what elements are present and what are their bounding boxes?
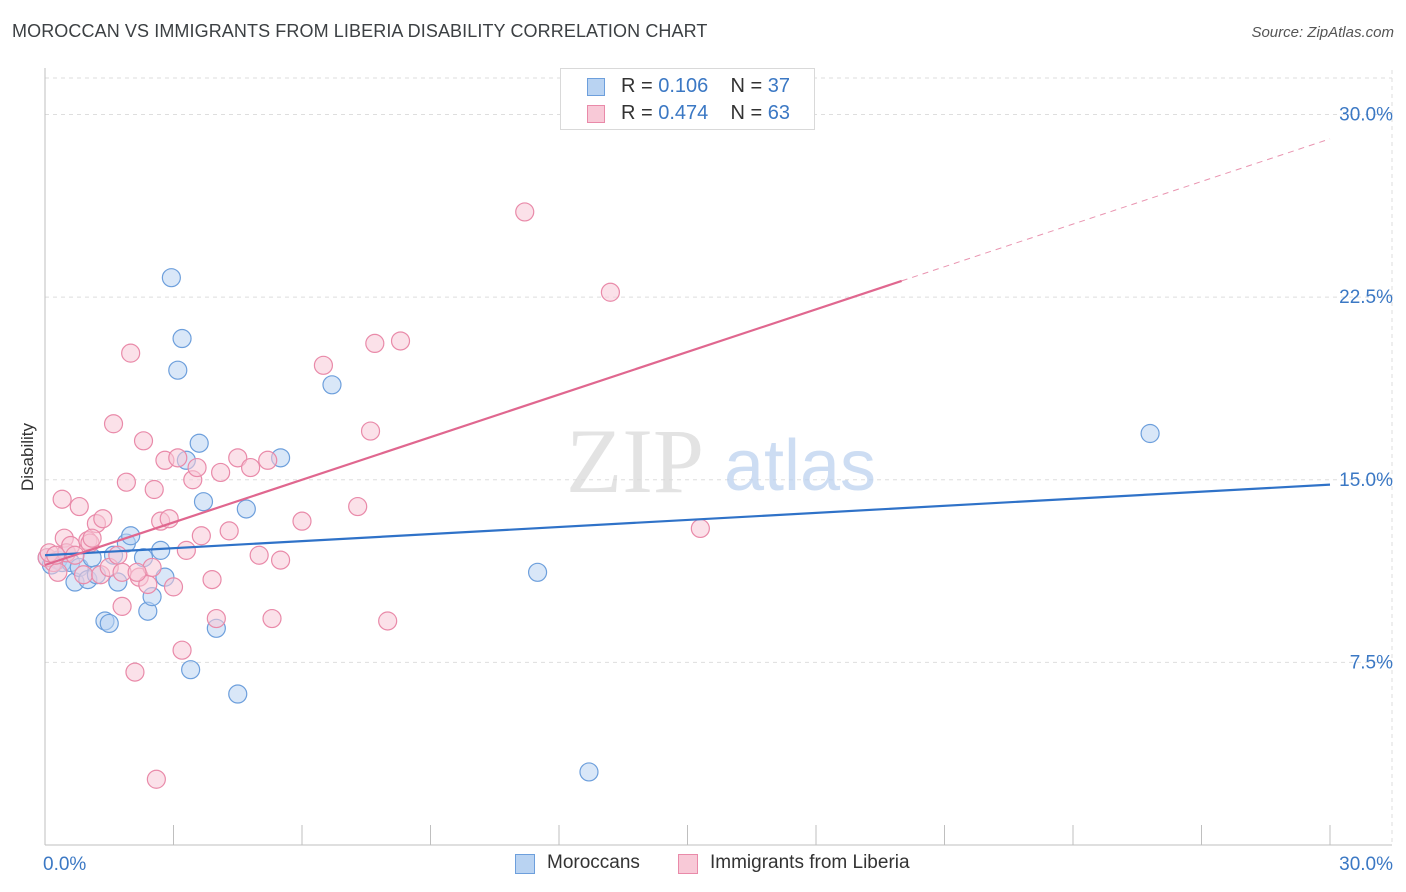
moroccan-point — [181, 660, 201, 680]
liberia-point — [228, 448, 248, 468]
legend-swatch-blue — [515, 854, 535, 874]
y-tick-label: 7.5% — [1350, 652, 1393, 673]
liberia-point — [378, 611, 398, 631]
legend-label-moroccans: Moroccans — [547, 852, 640, 873]
liberia-point — [73, 565, 94, 585]
legend-swatch-blue — [587, 78, 605, 96]
moroccan-point — [1140, 423, 1160, 444]
legend-r-label: R = — [621, 102, 659, 124]
liberia-point — [600, 282, 621, 302]
liberia-point — [146, 769, 166, 789]
moroccan-point — [172, 328, 192, 349]
liberia-point — [176, 540, 196, 560]
liberia-point — [348, 496, 368, 517]
liberia-point — [121, 343, 141, 363]
liberia-point — [93, 509, 113, 529]
axes — [44, 68, 1392, 846]
liberia-point — [515, 202, 535, 222]
liberia-point — [172, 640, 192, 660]
liberia-point — [191, 526, 211, 546]
legend-label-liberia: Immigrants from Liberia — [710, 852, 910, 873]
liberia-point — [249, 545, 269, 565]
moroccan-trend-line — [44, 483, 1331, 557]
watermark-atlas: atlas — [724, 426, 876, 506]
moroccan-point — [161, 268, 181, 288]
watermark-zip: ZIP — [566, 410, 704, 512]
liberia-trend-line — [44, 279, 903, 567]
moroccan-point — [168, 360, 188, 380]
liberia-point — [125, 662, 145, 682]
liberia-point — [241, 457, 261, 478]
chart-title: MOROCCAN VS IMMIGRANTS FROM LIBERIA DISA… — [12, 21, 708, 41]
liberia-point — [292, 511, 312, 531]
legend-swatch-pink — [678, 854, 698, 874]
liberia-point — [82, 528, 102, 548]
y-tick-label: 22.5% — [1339, 287, 1393, 308]
legend-n-label: N = — [730, 102, 768, 124]
liberia-point — [168, 448, 188, 468]
legend-r-value: 0.106 — [658, 75, 709, 97]
grid — [45, 70, 1393, 845]
liberia-point — [202, 569, 222, 590]
liberia-point — [262, 608, 282, 629]
liberia-point — [108, 545, 128, 565]
legend-r-value: 0.474 — [658, 102, 709, 124]
liberia-point — [360, 421, 381, 441]
liberia-point — [270, 550, 291, 570]
legend-swatch-pink — [587, 105, 605, 123]
liberia-point — [103, 414, 124, 434]
moroccan-point — [99, 613, 119, 634]
source-label: Source: ZipAtlas.com — [1251, 24, 1394, 41]
liberia-point — [211, 462, 231, 483]
liberia-point — [163, 577, 184, 597]
moroccan-point — [228, 684, 248, 704]
moroccan-point — [579, 762, 599, 782]
liberia-point — [116, 472, 136, 492]
liberia-point — [187, 457, 207, 478]
moroccan-point — [527, 562, 548, 582]
legend-n-value: 63 — [767, 102, 791, 124]
liberia-point — [144, 479, 164, 500]
liberia-point — [313, 355, 334, 375]
y-tick-label: 15.0% — [1339, 470, 1393, 491]
moroccan-point — [151, 540, 171, 560]
x-tick-label: 30.0% — [1339, 854, 1393, 875]
trend-lines — [44, 138, 1331, 567]
correlation-legend: R = 0.106 N = 37 R = 0.474 N = 63 — [560, 68, 815, 130]
liberia-point — [365, 333, 385, 354]
liberia-point — [127, 562, 147, 582]
liberia-point — [52, 489, 72, 509]
liberia-point — [690, 518, 710, 539]
x-tick-label: 0.0% — [43, 854, 86, 875]
moroccan-point — [189, 433, 209, 453]
liberia-point — [48, 562, 68, 582]
moroccan-point — [193, 492, 214, 512]
moroccan-point — [322, 375, 342, 395]
y-axis-label: Disability — [18, 422, 37, 491]
liberia-point — [219, 521, 239, 541]
data-points — [37, 202, 1160, 789]
liberia-point — [258, 450, 278, 470]
liberia-point — [206, 608, 226, 629]
y-tick-label: 30.0% — [1339, 105, 1393, 126]
liberia-point — [390, 331, 411, 351]
moroccan-point — [236, 499, 256, 519]
liberia-point — [133, 431, 154, 451]
liberia-point — [112, 596, 132, 616]
tick-labels: 7.5% 15.0% 22.5% 30.0% 0.0% 30.0% — [43, 105, 1393, 875]
legend-r-label: R = — [621, 75, 659, 97]
liberia-point — [69, 496, 89, 517]
series-legend: Moroccans Immigrants from Liberia — [0, 852, 1406, 876]
liberia-trend-line-extension — [901, 138, 1331, 282]
watermark: ZIP atlas — [566, 410, 876, 512]
legend-n-label: N = — [730, 75, 768, 97]
legend-n-value: 37 — [767, 75, 791, 97]
